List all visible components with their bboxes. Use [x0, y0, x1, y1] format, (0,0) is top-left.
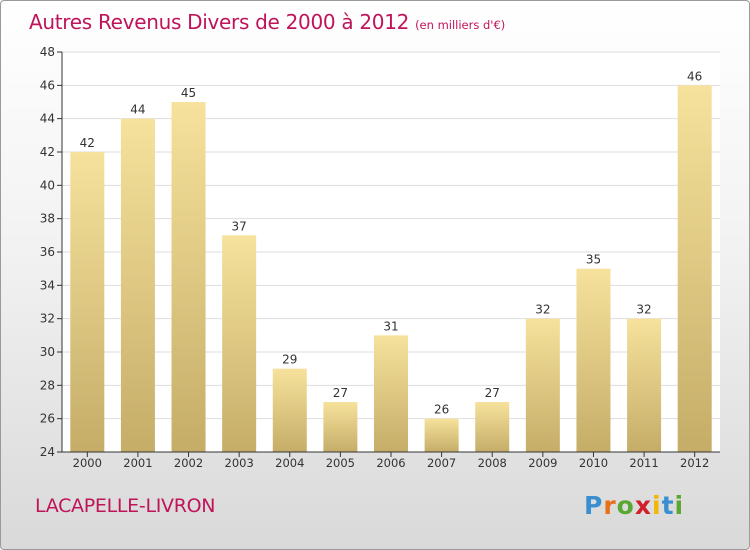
logo-letter: x — [634, 491, 652, 520]
x-tick-label: 2009 — [528, 456, 557, 470]
y-tick-label: 48 — [40, 45, 55, 59]
data-label: 44 — [130, 103, 145, 117]
y-tick-label: 36 — [40, 245, 55, 259]
y-tick-label: 40 — [40, 178, 55, 192]
bar — [323, 402, 358, 452]
data-label: 45 — [181, 86, 196, 100]
data-label: 42 — [80, 136, 95, 150]
logo-letter: i — [674, 491, 685, 520]
data-label: 35 — [586, 253, 601, 267]
data-label: 26 — [434, 403, 449, 417]
y-tick-label: 44 — [40, 112, 55, 126]
x-tick-label: 2007 — [427, 456, 456, 470]
logo-letter: r — [603, 491, 617, 520]
data-label: 29 — [282, 353, 297, 367]
commune-name: LACAPELLE-LIVRON — [35, 495, 216, 517]
x-tick-label: 2010 — [579, 456, 608, 470]
logo-letter: i — [652, 491, 662, 520]
x-tick-label: 2005 — [326, 456, 355, 470]
x-tick-label: 2002 — [174, 456, 203, 470]
data-label: 37 — [232, 219, 247, 233]
y-tick-label: 24 — [40, 445, 55, 459]
x-tick-label: 2004 — [275, 456, 304, 470]
chart-unit: (en milliers d'€) — [415, 18, 506, 32]
x-tick-label: 2003 — [225, 456, 254, 470]
bar — [576, 268, 611, 452]
data-label: 27 — [333, 386, 348, 400]
x-tick-label: 2008 — [478, 456, 507, 470]
x-tick-label: 2012 — [680, 456, 709, 470]
data-label: 32 — [535, 303, 550, 317]
data-label: 32 — [636, 303, 651, 317]
y-tick-label: 30 — [40, 345, 55, 359]
logo-letter: t — [661, 491, 675, 520]
y-tick-label: 46 — [40, 78, 55, 92]
x-tick-label: 2000 — [73, 456, 102, 470]
x-tick-label: 2011 — [629, 456, 658, 470]
proxiti-logo: Proxiti — [584, 491, 684, 520]
bar — [627, 318, 662, 452]
x-tick-label: 2001 — [123, 456, 152, 470]
bar — [222, 235, 257, 452]
bar — [120, 118, 155, 453]
bar — [374, 335, 408, 452]
bar — [171, 102, 206, 452]
bar — [525, 318, 560, 452]
bar — [475, 402, 510, 452]
chart-title-block: Autres Revenus Divers de 2000 à 2012 (en … — [29, 10, 505, 34]
y-tick-label: 34 — [40, 278, 55, 292]
logo-letter: P — [584, 491, 604, 520]
bar — [70, 152, 105, 452]
data-label: 46 — [687, 69, 702, 83]
y-tick-label: 26 — [40, 412, 55, 426]
y-tick-label: 38 — [40, 212, 55, 226]
bar — [424, 418, 459, 452]
y-tick-label: 42 — [40, 145, 55, 159]
bar — [677, 85, 712, 452]
data-label: 27 — [485, 386, 500, 400]
x-tick-label: 2006 — [376, 456, 405, 470]
y-tick-label: 28 — [40, 378, 55, 392]
chart-title: Autres Revenus Divers de 2000 à 2012 — [29, 10, 410, 34]
bar — [272, 368, 307, 452]
logo-letter: o — [616, 491, 635, 520]
data-label: 31 — [383, 319, 398, 333]
y-tick-label: 32 — [40, 312, 55, 326]
